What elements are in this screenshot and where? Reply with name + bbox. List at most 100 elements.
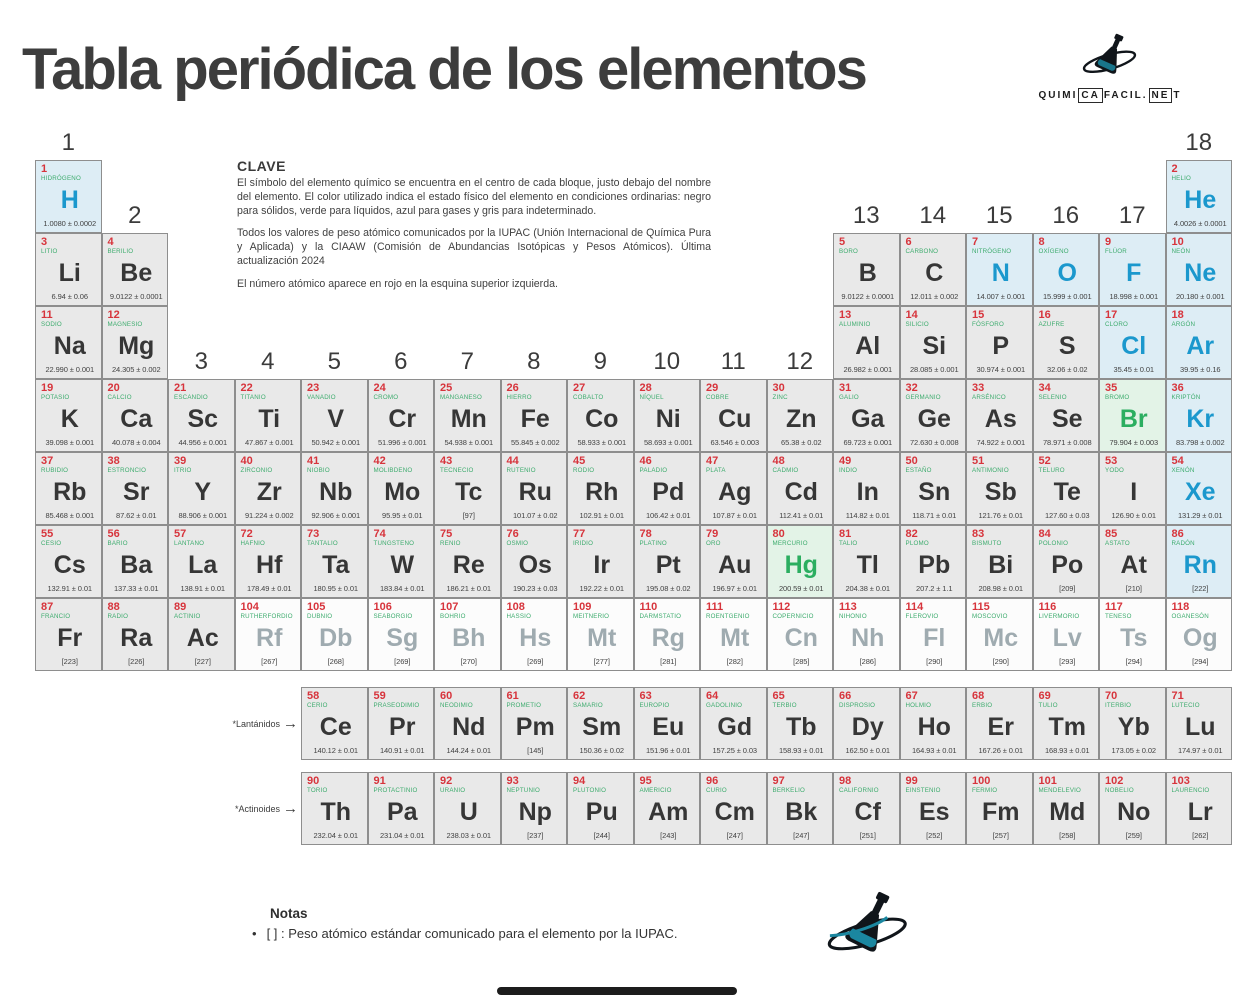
element-92: 92 URANIO U 238.03 ± 0.01 [434, 772, 501, 845]
element-weight: 1.0080 ± 0.0002 [43, 219, 97, 228]
atomic-number: 58 [307, 690, 320, 702]
atomic-number: 55 [41, 528, 54, 540]
brand-letters: FACIL. [1103, 90, 1148, 101]
element-53: 53 YODO I 126.90 ± 0.01 [1099, 452, 1166, 525]
element-name: COPERNICIO [772, 613, 814, 621]
page-title: Tabla periódica de los elementos [22, 37, 868, 102]
element-46: 46 PALADIO Pd 106.42 ± 0.01 [633, 452, 700, 525]
periodic-grid: 1 2 3 4 5 6 7 8 9 10 11 12 13 14 15 16 17 18 1 HIDRÓGENO H 1.… [35, 129, 1232, 671]
element-weight: 22.990 ± 0.001 [45, 365, 95, 374]
atomic-number: 110 [639, 601, 658, 613]
element-66: 66 DISPROSIO Dy 162.50 ± 0.01 [833, 687, 900, 760]
element-weight: 138.91 ± 0.01 [180, 584, 226, 593]
atomic-number: 79 [706, 528, 719, 540]
element-symbol: Mn [450, 405, 487, 434]
element-name: FLEROVIO [905, 613, 939, 621]
element-symbol: Cn [784, 624, 818, 653]
element-symbol: Rn [1183, 551, 1217, 580]
element-weight: 87.62 ± 0.01 [116, 511, 157, 520]
element-7: 7 NITRÓGENO N 14.007 ± 0.001 [966, 233, 1033, 306]
element-symbol: Ge [917, 405, 951, 434]
atomic-number: 52 [1038, 455, 1051, 467]
atomic-number: 20 [107, 382, 120, 394]
atomic-number: 11 [41, 309, 53, 321]
element-name: PRASEODIMIO [373, 702, 420, 710]
group-label-2: 2 [128, 202, 142, 229]
brand-boxed-letters: CA [1078, 88, 1103, 103]
element-name: INDIO [839, 467, 858, 475]
element-symbol: N [991, 259, 1010, 288]
element-weight: 190.23 ± 0.03 [512, 584, 558, 593]
element-symbol: Es [918, 798, 950, 827]
atomic-number: 27 [573, 382, 586, 394]
element-25: 25 MANGANESO Mn 54.938 ± 0.001 [434, 379, 501, 452]
atomic-number: 81 [839, 528, 852, 540]
element-weight: 54.938 ± 0.001 [444, 438, 494, 447]
element-name: TORIO [307, 787, 328, 795]
element-weight: [251] [859, 831, 876, 840]
right-arrow-icon: → [283, 800, 298, 817]
element-symbol: Fm [982, 798, 1020, 827]
group-label-15: 15 [985, 202, 1013, 229]
element-name: TUNGSTENO [373, 540, 415, 548]
group-label-7: 7 [460, 348, 474, 375]
element-symbol: Mg [118, 332, 155, 361]
right-arrow-icon: → [283, 715, 298, 732]
atomic-number: 113 [839, 601, 857, 613]
atomic-number: 98 [839, 775, 852, 787]
element-name: SELENIO [1038, 394, 1067, 402]
element-109: 109 MEITNERIO Mt [277] [567, 598, 634, 671]
element-weight: [282] [726, 657, 743, 666]
actinides-grid: 90 TORIO Th 232.04 ± 0.01 91 PROTACTINIO Pa 231… [301, 772, 1232, 845]
element-weight: 32.06 ± 0.02 [1047, 365, 1088, 374]
element-name: COBRE [706, 394, 730, 402]
element-symbol: Md [1049, 798, 1086, 827]
element-symbol: Sc [187, 405, 219, 434]
element-name: MEITNERIO [573, 613, 610, 621]
element-symbol: Ru [518, 478, 552, 507]
element-73: 73 TANTALIO Ta 180.95 ± 0.01 [301, 525, 368, 598]
element-symbol: Mo [384, 478, 421, 507]
atomic-number: 61 [506, 690, 519, 702]
element-99: 99 EINSTENIO Es [252] [899, 772, 966, 845]
element-name: TERBIO [772, 702, 797, 710]
element-name: POTASIO [41, 394, 70, 402]
element-symbol: Y [194, 478, 212, 507]
atomic-number: 90 [307, 775, 320, 787]
element-symbol: Pu [585, 798, 618, 827]
element-weight: 132.91 ± 0.01 [47, 584, 93, 593]
element-symbol: Cu [718, 405, 752, 434]
element-symbol: Zr [256, 478, 282, 507]
atomic-number: 71 [1171, 690, 1184, 702]
element-71: 71 LUTECIO Lu 174.97 ± 0.01 [1165, 687, 1232, 760]
element-name: MANGANESO [440, 394, 483, 402]
atomic-number: 16 [1038, 309, 1051, 321]
lanthanides-label: *Lantánidos → [222, 687, 298, 760]
atomic-number: 65 [772, 690, 785, 702]
element-name: MOSCOVIO [972, 613, 1008, 621]
element-weight: 126.90 ± 0.01 [1111, 511, 1157, 520]
element-name: TITANIO [240, 394, 266, 402]
element-27: 27 COBALTO Co 58.933 ± 0.001 [567, 379, 634, 452]
home-indicator [497, 987, 737, 995]
atomic-number: 87 [41, 601, 54, 613]
element-76: 76 OSMIO Os 190.23 ± 0.03 [500, 525, 567, 598]
element-symbol: At [1120, 551, 1147, 580]
element-symbol: Ar [1186, 332, 1215, 361]
element-name: FÓSFORO [972, 321, 1004, 329]
element-112: 112 COPERNICIO Cn [285] [766, 598, 833, 671]
element-weight: [226] [128, 657, 145, 666]
element-name: NOBELIO [1105, 787, 1134, 795]
element-116: 116 LIVERMORIO Lv [293] [1032, 598, 1099, 671]
group-label-3: 3 [194, 348, 208, 375]
atomic-number: 43 [440, 455, 453, 467]
element-87: 87 FRANCIO Fr [223] [35, 598, 102, 671]
element-symbol: U [459, 798, 478, 827]
element-weight: 180.95 ± 0.01 [313, 584, 359, 593]
element-name: RODIO [573, 467, 595, 475]
element-symbol: In [856, 478, 879, 507]
atomic-number: 29 [706, 382, 719, 394]
element-symbol: Cr [388, 405, 417, 434]
element-symbol: Sn [918, 478, 951, 507]
element-weight: [247] [793, 831, 810, 840]
